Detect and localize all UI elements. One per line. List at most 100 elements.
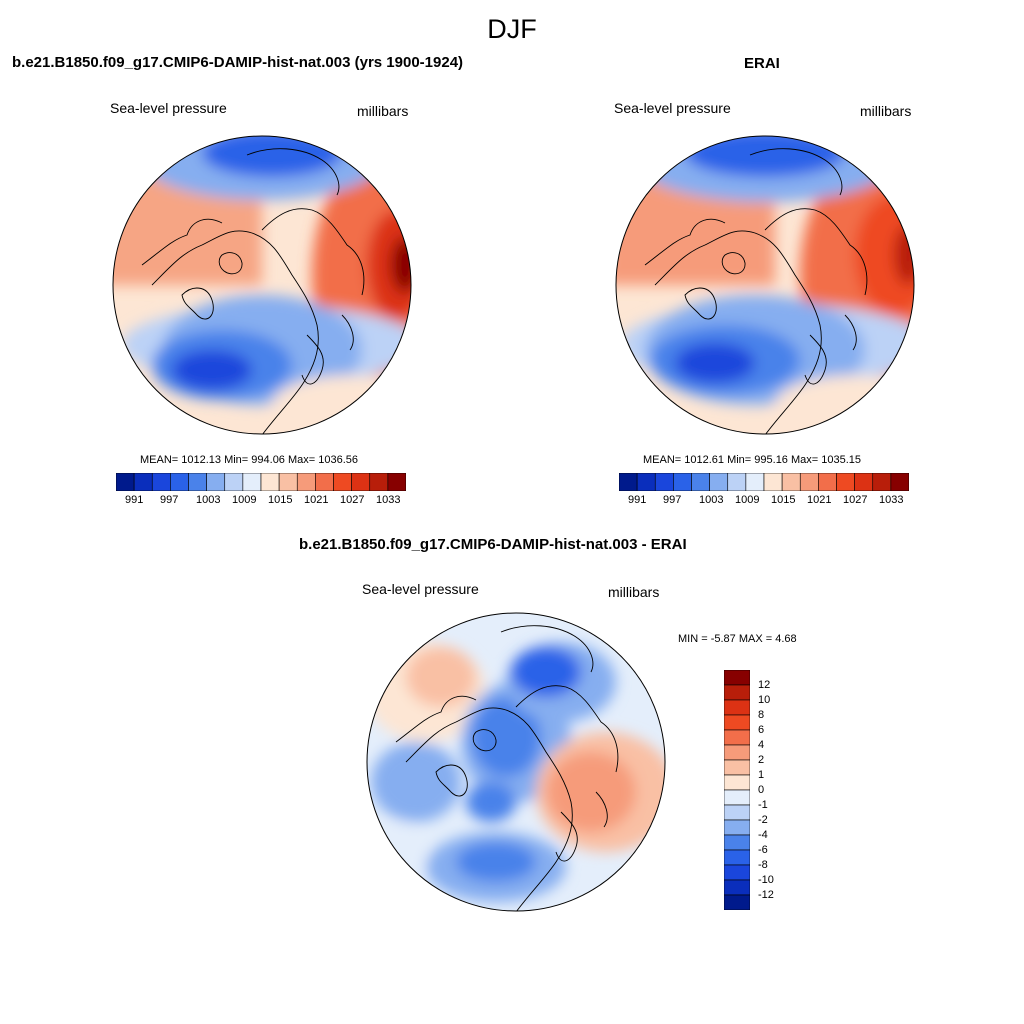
colorbar-swatch <box>872 473 892 491</box>
colorbar-swatch <box>745 473 765 491</box>
colorbar-swatch <box>278 473 298 491</box>
colorbar-swatch <box>818 473 837 491</box>
diff-tick: -12 <box>758 889 774 901</box>
model-panel-title: b.e21.B1850.f09_g17.CMIP6-DAMIP-hist-nat… <box>12 54 464 71</box>
colorbar-swatch <box>315 473 334 491</box>
diff-tick: 1 <box>758 769 765 781</box>
model-variable-label: Sea-level pressure <box>110 100 227 116</box>
colorbar-swatch <box>724 804 750 821</box>
diff-tick: -2 <box>758 814 768 826</box>
colorbar-swatch <box>636 473 656 491</box>
obs-stats: MEAN= 1012.61 Min= 995.16 Max= 1035.15 <box>643 454 862 466</box>
obs-variable-label: Sea-level pressure <box>614 100 731 116</box>
diff-tick: -8 <box>758 859 768 871</box>
model-tick: 997 <box>160 494 179 506</box>
obs-tick: 1021 <box>807 494 832 506</box>
model-tick: 1003 <box>196 494 221 506</box>
obs-tick: 991 <box>628 494 647 506</box>
obs-colorbar <box>619 473 909 491</box>
diff-tick: 12 <box>758 679 771 691</box>
obs-tick: 1027 <box>843 494 868 506</box>
colorbar-swatch <box>619 473 638 491</box>
diff-tick: 10 <box>758 694 771 706</box>
diff-tick: 4 <box>758 739 765 751</box>
diff-stats: MIN = -5.87 MAX = 4.68 <box>678 633 797 645</box>
diff-tick: -10 <box>758 874 774 886</box>
diff-colorbar <box>724 670 750 910</box>
diff-tick: -6 <box>758 844 768 856</box>
colorbar-swatch <box>763 473 783 491</box>
colorbar-swatch <box>799 473 819 491</box>
diff-colorbar-ticks: 12 10 8 6 4 2 1 0 -1 -2 -4 -6 -8 -10 -12 <box>758 670 798 910</box>
diff-tick: -4 <box>758 829 768 841</box>
colorbar-swatch <box>724 894 750 910</box>
colorbar-swatch <box>724 879 750 896</box>
model-colorbar-ticks: 991 997 1003 1009 1015 1021 1027 1033 <box>116 494 406 508</box>
colorbar-swatch <box>116 473 135 491</box>
colorbar-swatch <box>206 473 226 491</box>
diff-tick: 6 <box>758 724 765 736</box>
colorbar-swatch <box>151 473 171 491</box>
colorbar-swatch <box>170 473 189 491</box>
colorbar-swatch <box>724 774 750 791</box>
diff-tick: -1 <box>758 799 768 811</box>
obs-colorbar-ticks: 991 997 1003 1009 1015 1021 1027 1033 <box>619 494 909 508</box>
colorbar-swatch <box>781 473 801 491</box>
colorbar-swatch <box>333 473 352 491</box>
colorbar-swatch <box>387 473 406 491</box>
diff-variable-label: Sea-level pressure <box>362 581 479 597</box>
diff-panel-title: b.e21.B1850.f09_g17.CMIP6-DAMIP-hist-nat… <box>299 536 687 553</box>
colorbar-swatch <box>673 473 692 491</box>
diff-tick: 2 <box>758 754 765 766</box>
obs-tick: 1009 <box>735 494 760 506</box>
colorbar-swatch <box>727 473 747 491</box>
colorbar-swatch <box>724 729 750 746</box>
figure-title: DJF <box>487 14 537 44</box>
colorbar-swatch <box>724 714 750 731</box>
colorbar-swatch <box>724 759 750 776</box>
obs-panel-title: ERAI <box>744 55 780 72</box>
model-tick: 1033 <box>376 494 401 506</box>
colorbar-swatch <box>724 849 750 866</box>
obs-tick: 1015 <box>771 494 796 506</box>
colorbar-swatch <box>724 744 750 761</box>
colorbar-swatch <box>242 473 262 491</box>
colorbar-swatch <box>691 473 710 491</box>
obs-units-label: millibars <box>860 103 912 119</box>
colorbar-swatch <box>724 699 750 716</box>
colorbar-swatch <box>188 473 207 491</box>
colorbar-swatch <box>369 473 389 491</box>
colorbar-swatch <box>854 473 874 491</box>
model-tick: 1009 <box>232 494 257 506</box>
model-tick: 1027 <box>340 494 365 506</box>
colorbar-swatch <box>890 473 909 491</box>
model-tick: 991 <box>125 494 144 506</box>
model-tick: 1021 <box>304 494 329 506</box>
colorbar-swatch <box>351 473 371 491</box>
model-stats: MEAN= 1012.13 Min= 994.06 Max= 1036.56 <box>140 454 359 466</box>
colorbar-swatch <box>724 834 750 851</box>
model-colorbar <box>116 473 406 491</box>
obs-tick: 1033 <box>879 494 904 506</box>
colorbar-swatch <box>296 473 316 491</box>
obs-polar-map <box>615 135 915 435</box>
obs-tick: 1003 <box>699 494 724 506</box>
colorbar-swatch <box>724 789 750 806</box>
obs-tick: 997 <box>663 494 682 506</box>
colorbar-swatch <box>709 473 729 491</box>
colorbar-swatch <box>133 473 153 491</box>
colorbar-swatch <box>724 864 750 881</box>
model-tick: 1015 <box>268 494 293 506</box>
model-polar-map <box>112 135 412 435</box>
diff-polar-map <box>366 612 666 912</box>
model-units-label: millibars <box>357 103 409 119</box>
diff-units-label: millibars <box>608 584 660 600</box>
colorbar-swatch <box>654 473 674 491</box>
colorbar-swatch <box>224 473 244 491</box>
colorbar-swatch <box>724 670 750 686</box>
colorbar-swatch <box>836 473 855 491</box>
diff-tick: 8 <box>758 709 765 721</box>
colorbar-swatch <box>724 819 750 836</box>
diff-tick: 0 <box>758 784 765 796</box>
colorbar-swatch <box>260 473 280 491</box>
